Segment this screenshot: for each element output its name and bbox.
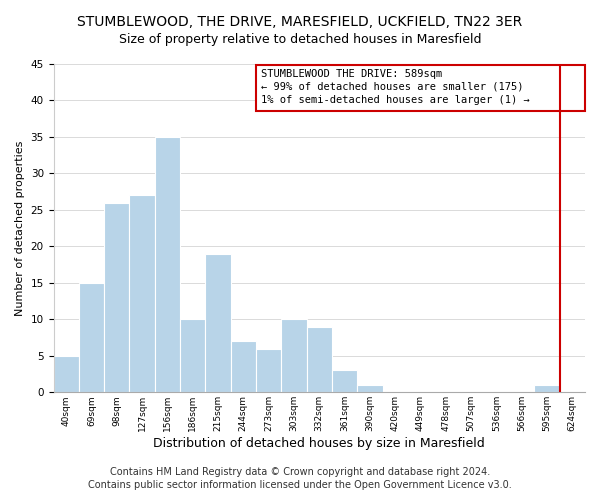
Text: Contains HM Land Registry data © Crown copyright and database right 2024.
Contai: Contains HM Land Registry data © Crown c… bbox=[88, 467, 512, 490]
Bar bbox=[180, 320, 205, 392]
Bar bbox=[130, 196, 155, 392]
Bar bbox=[256, 66, 585, 112]
Bar bbox=[357, 385, 383, 392]
Bar bbox=[53, 356, 79, 393]
Bar bbox=[535, 385, 560, 392]
Bar bbox=[307, 326, 332, 392]
Text: STUMBLEWOOD THE DRIVE: 589sqm
← 99% of detached houses are smaller (175)
1% of s: STUMBLEWOOD THE DRIVE: 589sqm ← 99% of d… bbox=[262, 68, 530, 105]
Bar bbox=[332, 370, 357, 392]
Bar bbox=[230, 341, 256, 392]
Text: STUMBLEWOOD, THE DRIVE, MARESFIELD, UCKFIELD, TN22 3ER: STUMBLEWOOD, THE DRIVE, MARESFIELD, UCKF… bbox=[77, 15, 523, 29]
Bar bbox=[104, 202, 130, 392]
Bar bbox=[155, 137, 180, 392]
Bar bbox=[205, 254, 230, 392]
Y-axis label: Number of detached properties: Number of detached properties bbox=[15, 140, 25, 316]
Bar bbox=[281, 320, 307, 392]
Bar bbox=[256, 348, 281, 393]
Bar bbox=[79, 283, 104, 393]
Text: Size of property relative to detached houses in Maresfield: Size of property relative to detached ho… bbox=[119, 32, 481, 46]
X-axis label: Distribution of detached houses by size in Maresfield: Distribution of detached houses by size … bbox=[154, 437, 485, 450]
